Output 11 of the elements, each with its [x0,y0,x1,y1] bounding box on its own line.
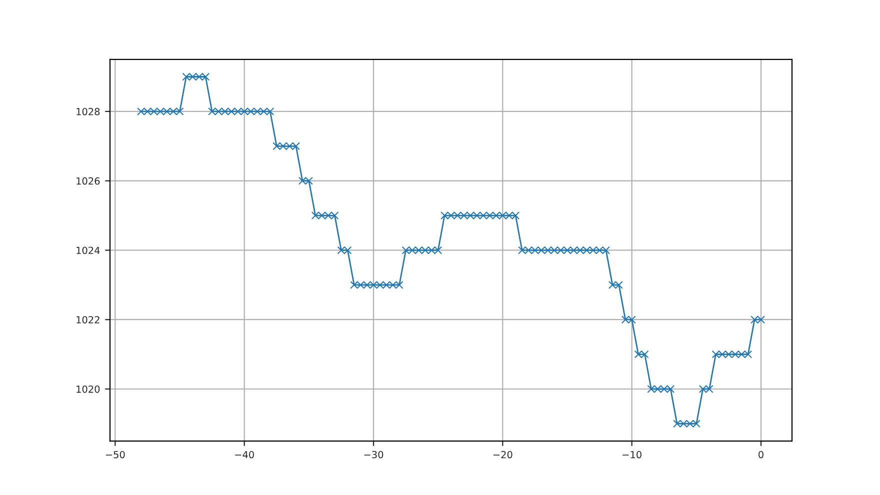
y-tick-label: 1026 [76,177,100,185]
x-tick-label: −30 [364,450,384,458]
y-tick-label: 1020 [76,385,100,393]
x-tick-label: 0 [758,450,764,458]
y-tick-label: 1022 [76,316,100,324]
x-tick-label: −50 [106,450,125,458]
x-tick-label: −20 [493,450,512,458]
y-tick-label: 1028 [76,108,100,116]
y-tick-label: 1024 [76,246,100,254]
x-tick-label: −10 [622,450,642,458]
x-tick-label: −40 [235,450,254,458]
